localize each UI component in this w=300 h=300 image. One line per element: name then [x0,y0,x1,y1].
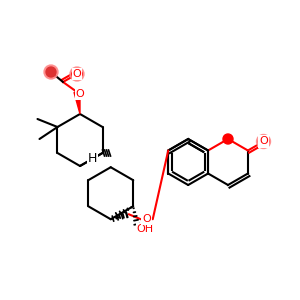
Text: OH: OH [137,224,154,234]
Circle shape [70,67,84,81]
Text: O: O [259,136,268,146]
Text: O: O [73,69,81,79]
Text: O: O [76,89,84,99]
Text: O: O [142,214,151,224]
Circle shape [72,69,82,79]
Circle shape [223,134,233,144]
Circle shape [259,136,269,146]
Polygon shape [74,92,80,114]
Circle shape [46,67,56,77]
Circle shape [256,134,271,148]
Text: H: H [88,152,97,164]
Circle shape [44,65,58,79]
